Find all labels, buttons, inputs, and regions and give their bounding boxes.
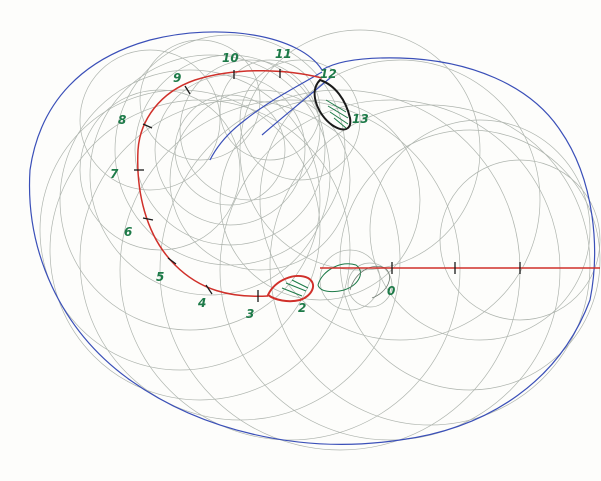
construction-circle-17 bbox=[219, 99, 421, 301]
tick-9 bbox=[184, 85, 191, 95]
label-13: 13 bbox=[352, 112, 369, 126]
tick-4 bbox=[205, 284, 213, 295]
construction-circle-6 bbox=[39, 89, 321, 371]
construction-circle-12 bbox=[269, 104, 591, 426]
tick-5 bbox=[167, 257, 177, 265]
construction-circle-5 bbox=[59, 69, 321, 331]
label-6: 6 bbox=[124, 225, 132, 239]
label-10: 10 bbox=[222, 51, 239, 65]
construction-circle-16 bbox=[179, 59, 321, 201]
upper-loop bbox=[313, 78, 352, 131]
construction-circle-19 bbox=[79, 89, 241, 251]
blue-envelope bbox=[28, 31, 596, 445]
label-0: 0 bbox=[387, 284, 395, 298]
label-3: 3 bbox=[246, 307, 254, 321]
construction-circle-20 bbox=[79, 49, 221, 191]
envelope-loop-curve bbox=[261, 77, 331, 136]
construction-circle-0 bbox=[134, 54, 326, 246]
construction-circle-9 bbox=[119, 99, 461, 441]
label-2: 2 bbox=[298, 301, 306, 315]
lower-loop-hatching bbox=[281, 279, 309, 297]
loops bbox=[266, 78, 390, 303]
construction-circle-13 bbox=[339, 129, 601, 391]
label-12: 12 bbox=[320, 67, 337, 81]
construction-circle-14 bbox=[239, 59, 361, 181]
envelope-outline bbox=[28, 31, 596, 445]
spiral-curve bbox=[136, 70, 323, 298]
tick-8 bbox=[142, 123, 153, 129]
point-labels: 0 2 3 4 5 6 7 8 9 10 11 12 13 bbox=[110, 47, 395, 321]
construction-circle-21 bbox=[139, 39, 261, 161]
label-5: 5 bbox=[156, 270, 164, 284]
construction-circle-23 bbox=[259, 59, 541, 341]
construction-circle-24 bbox=[369, 119, 591, 341]
label-8: 8 bbox=[118, 113, 126, 127]
upper-loop-hatching bbox=[325, 99, 349, 129]
construction-circle-27 bbox=[347, 262, 393, 308]
construction-circle-1 bbox=[154, 74, 306, 226]
construction-circles bbox=[39, 29, 601, 451]
red-spiral bbox=[136, 70, 600, 298]
envelope-inner-curve bbox=[209, 71, 323, 161]
label-7: 7 bbox=[110, 167, 119, 181]
construction-circle-18 bbox=[169, 89, 351, 271]
tick-marks bbox=[134, 69, 521, 302]
label-9: 9 bbox=[173, 71, 181, 85]
lower-loop bbox=[266, 275, 315, 303]
label-4: 4 bbox=[197, 296, 206, 310]
label-11: 11 bbox=[275, 47, 292, 61]
construction-circle-25 bbox=[439, 159, 601, 321]
construction-circle-11 bbox=[219, 99, 561, 441]
tick-6 bbox=[142, 217, 154, 221]
